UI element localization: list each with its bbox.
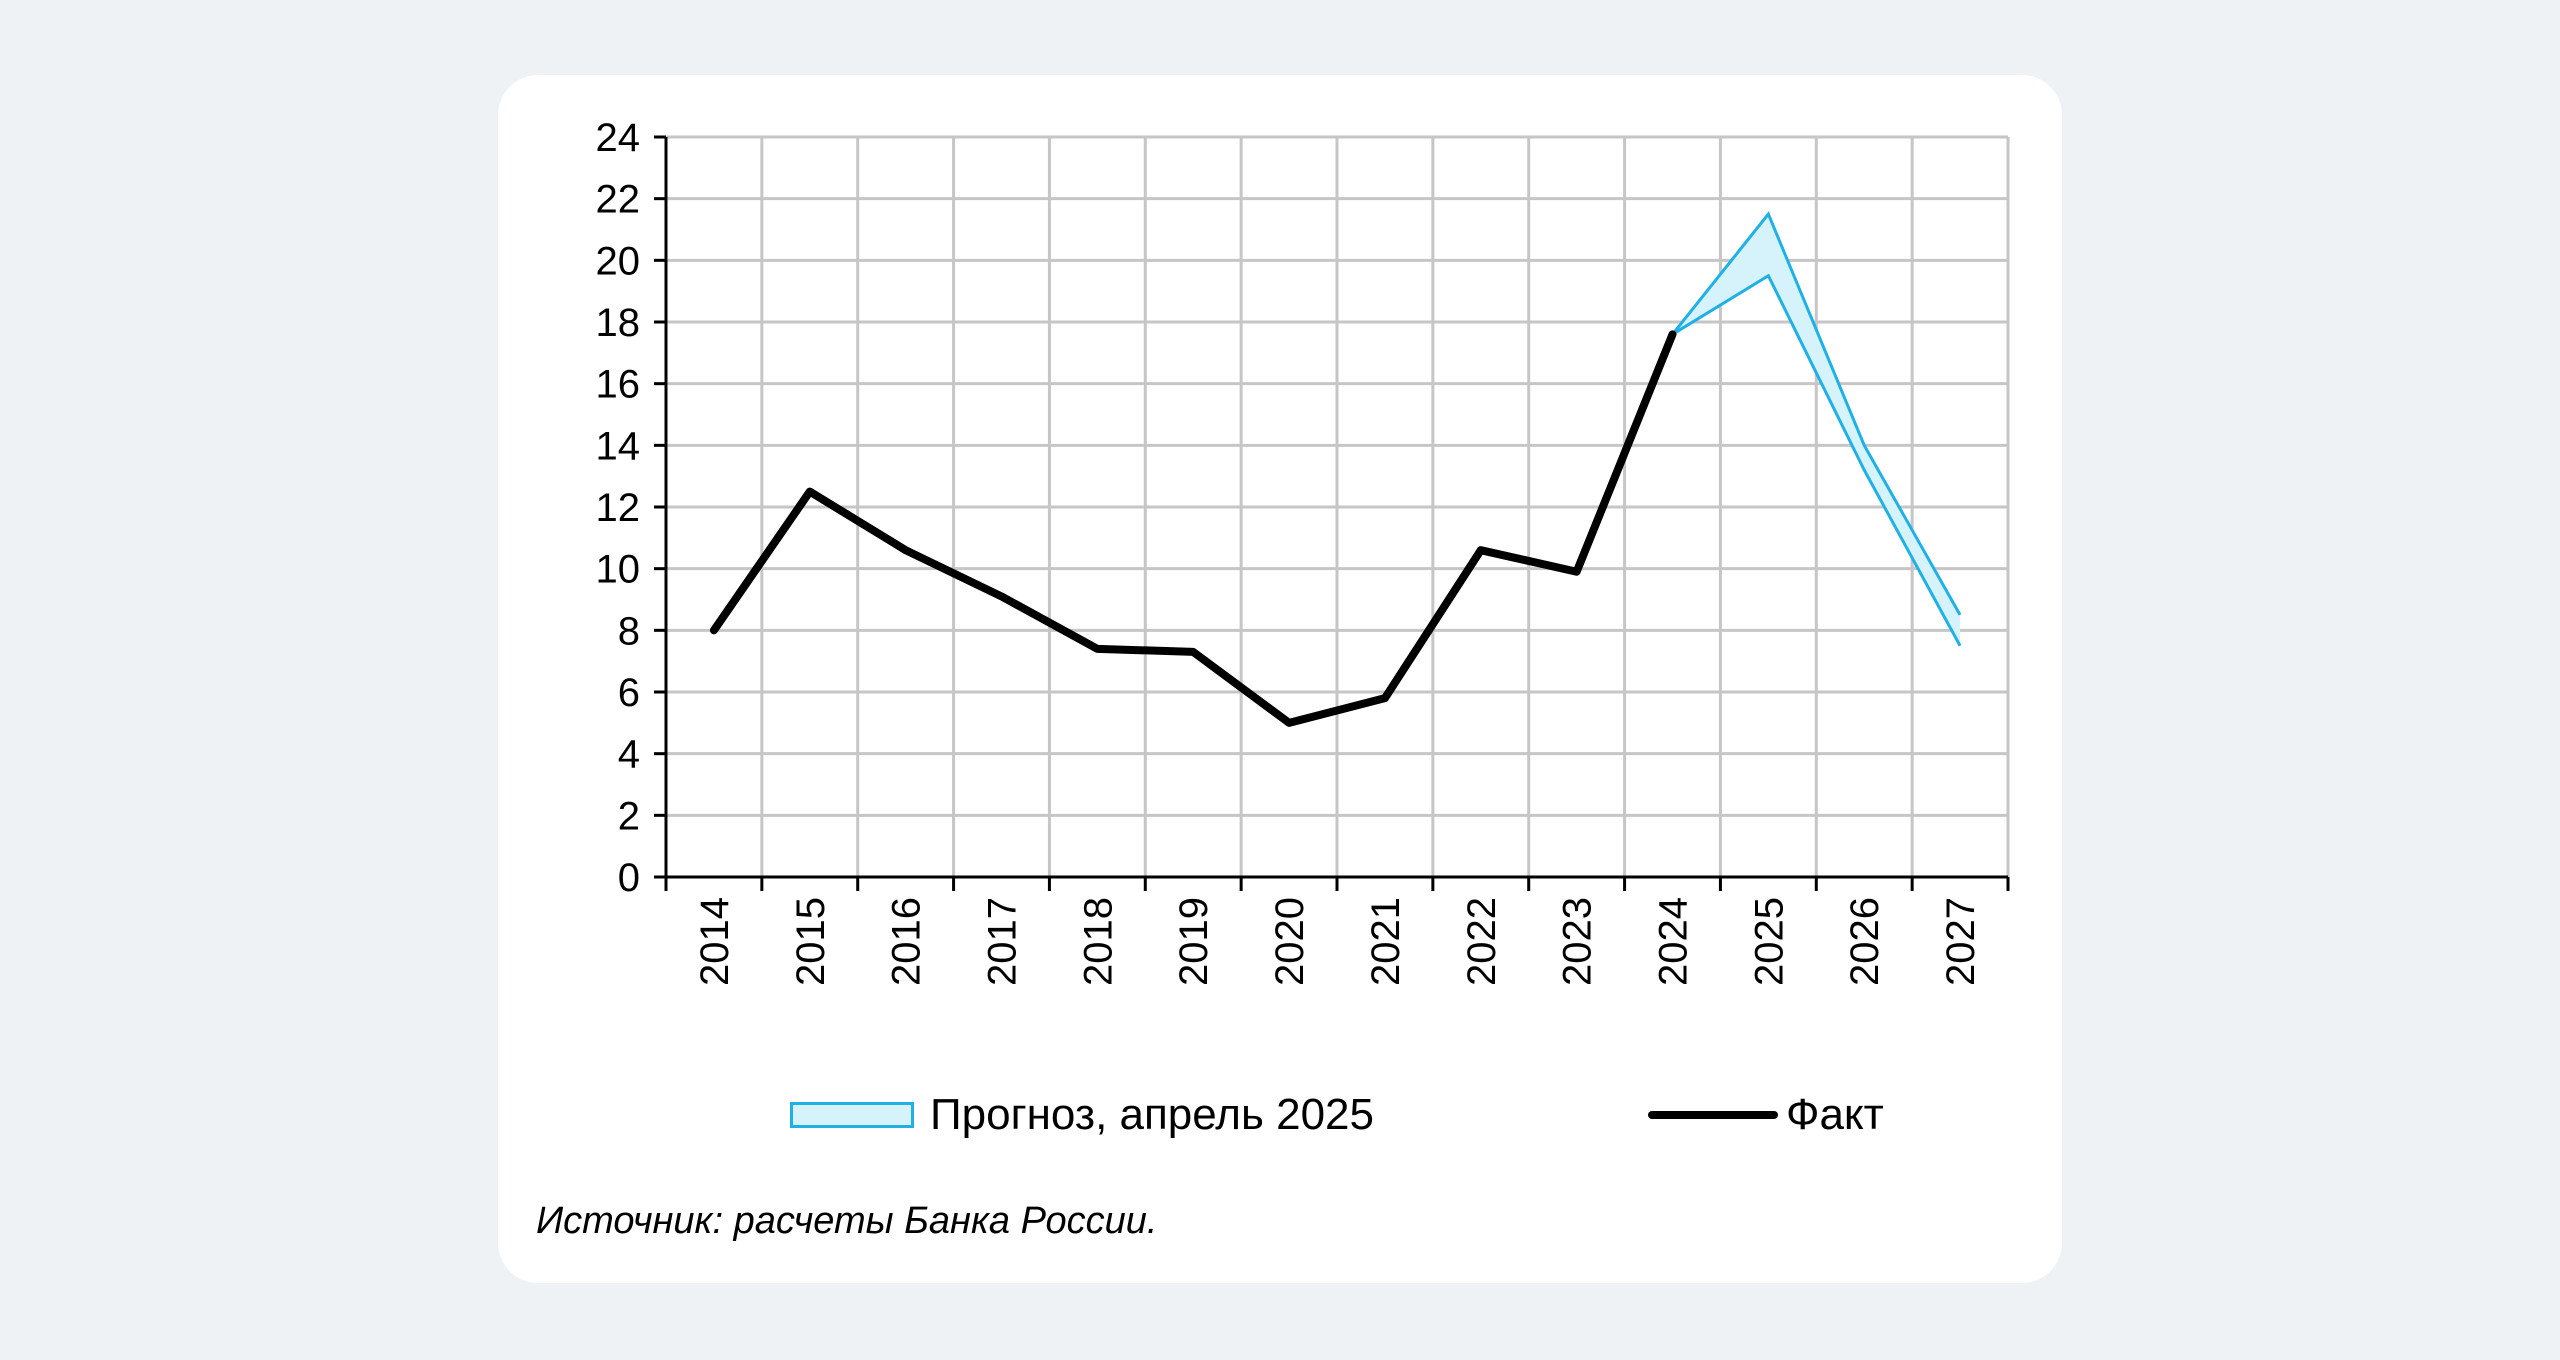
forecast-lower-line	[1671, 273, 1962, 647]
y-tick-label: 16	[596, 363, 641, 407]
chart-card	[498, 75, 2062, 1283]
forecast-upper-line	[1671, 211, 1962, 616]
y-tick-label: 2	[618, 794, 640, 838]
y-tick-label: 0	[618, 856, 640, 900]
legend-item-forecast: Прогноз, апрель 2025	[790, 1085, 1374, 1145]
y-tick-label: 20	[596, 239, 641, 283]
x-tick-label: 2026	[1843, 897, 1887, 986]
x-tick-label: 2016	[885, 897, 929, 986]
fact-line-layer	[709, 330, 1677, 727]
y-tick-label: 24	[596, 116, 641, 160]
x-tick-label: 2014	[693, 897, 737, 986]
x-tick-label: 2024	[1652, 897, 1696, 986]
legend-item-fact: Факт	[1648, 1085, 1884, 1145]
fact-series-line	[709, 330, 1677, 727]
y-tick-label: 18	[596, 301, 641, 345]
y-tick-label: 6	[618, 671, 640, 715]
y-tick-label: 4	[618, 733, 640, 777]
y-tick-label: 14	[596, 424, 641, 468]
x-axis-tick-labels: 2014 2015 2016 2017 2018 2019 2020 2021 2022 2023…	[693, 897, 1983, 986]
x-tick-label: 2018	[1076, 897, 1120, 986]
x-tick-label: 2020	[1268, 897, 1312, 986]
y-tick-label: 8	[618, 609, 640, 653]
y-tick-label: 12	[596, 486, 641, 530]
legend-label-forecast: Прогноз, апрель 2025	[930, 1090, 1374, 1139]
x-tick-label: 2023	[1556, 897, 1600, 986]
x-tick-label: 2019	[1172, 897, 1216, 986]
chart-axes	[654, 135, 2010, 891]
x-tick-label: 2017	[981, 897, 1025, 986]
x-tick-label: 2015	[789, 897, 833, 986]
legend-label-fact: Факт	[1786, 1090, 1884, 1139]
legend-swatch-fact	[1648, 1111, 1778, 1119]
y-tick-label: 10	[596, 548, 641, 592]
forecast-band-layer	[1671, 211, 1962, 647]
chart-grid	[666, 135, 2010, 877]
y-tick-label: 22	[596, 178, 641, 222]
legend-swatch-forecast	[790, 1102, 914, 1128]
x-tick-label: 2021	[1364, 897, 1408, 986]
source-note: Источник: расчеты Банка России.	[536, 1200, 1158, 1242]
x-tick-label: 2027	[1939, 897, 1983, 986]
x-tick-label: 2025	[1747, 897, 1791, 986]
x-tick-label: 2022	[1460, 897, 1504, 986]
